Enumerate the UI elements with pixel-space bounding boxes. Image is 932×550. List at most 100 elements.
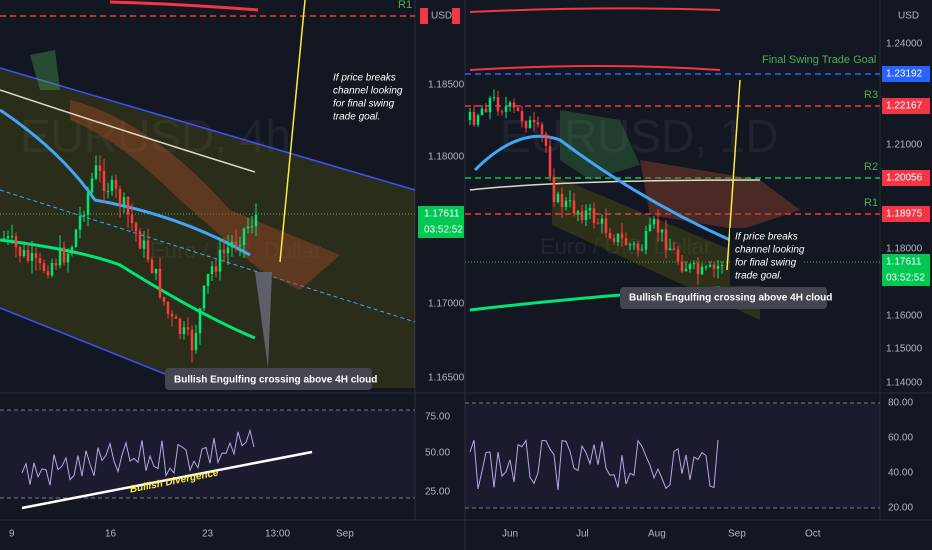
time-tick: Jul	[576, 529, 589, 540]
candle	[572, 200, 576, 214]
channel	[552, 175, 760, 320]
candle	[516, 107, 520, 111]
level-label: R2	[864, 161, 878, 173]
candle	[480, 108, 484, 116]
candle	[214, 266, 218, 272]
price-tick: 1.15000	[886, 344, 923, 355]
candle	[656, 219, 660, 233]
candle	[26, 250, 30, 261]
candle	[78, 216, 82, 230]
candle	[14, 236, 18, 248]
note: trade goal.	[735, 271, 782, 282]
candle	[612, 238, 616, 242]
rsi-tick: 25.00	[425, 487, 450, 498]
candle	[102, 170, 106, 192]
candle	[648, 224, 652, 232]
candle	[496, 97, 500, 112]
candles	[2, 155, 258, 363]
watermark: EURUSD, 4h	[20, 110, 291, 162]
candle	[178, 318, 182, 335]
rsi-tick: 80.00	[888, 398, 913, 409]
left-price-axis: USD 1.18500 1.18000 1.17611 03:52:52 1.1…	[418, 8, 465, 384]
candle	[114, 179, 118, 189]
note: If price breaks	[735, 232, 798, 243]
candle	[50, 263, 54, 276]
rsi-line	[469, 439, 719, 490]
price-tick: 1.18000	[886, 244, 923, 255]
candle	[106, 191, 110, 193]
candle	[616, 233, 620, 242]
candle	[700, 266, 704, 275]
candle	[720, 265, 724, 267]
candle	[692, 263, 696, 265]
candle	[170, 313, 174, 317]
candle	[672, 248, 676, 250]
candle	[210, 266, 214, 275]
candle	[58, 247, 62, 266]
ma-line	[109, 0, 259, 12]
ma-line	[469, 7, 721, 13]
channel-mid	[0, 189, 416, 323]
candle	[98, 165, 102, 171]
candle	[640, 249, 644, 251]
candle	[488, 98, 492, 113]
time-tick: 23	[202, 529, 214, 540]
price-tick: 1.24000	[886, 39, 923, 50]
candle	[608, 232, 612, 239]
rsi-tick: 60.00	[888, 433, 913, 444]
goal-price: 1.23192	[886, 69, 923, 80]
candle	[564, 200, 568, 208]
candle	[234, 241, 238, 246]
level-label: R1	[864, 197, 878, 209]
candle	[246, 226, 250, 229]
candle	[528, 120, 532, 129]
candle	[576, 211, 580, 214]
candle	[46, 271, 50, 276]
candle	[110, 179, 114, 192]
ma-line	[473, 134, 731, 242]
candle	[34, 253, 38, 259]
candle	[202, 285, 206, 309]
candle	[42, 263, 46, 272]
candle	[254, 215, 258, 227]
callout-box	[620, 287, 827, 309]
note-bg	[730, 228, 802, 286]
cloud	[560, 110, 640, 180]
candle	[138, 231, 142, 249]
cloud	[70, 100, 340, 290]
candle	[122, 197, 126, 206]
candle	[146, 240, 150, 260]
goal-label: Final Swing Trade Goal	[762, 54, 876, 66]
candle	[540, 124, 544, 135]
candle	[580, 211, 584, 220]
rsi-tick: 50.00	[425, 448, 450, 459]
candle	[500, 111, 504, 113]
candle	[596, 222, 600, 224]
tag-bg	[428, 8, 452, 24]
countdown: 03:52:52	[424, 225, 463, 236]
candle	[222, 249, 226, 254]
candle	[664, 229, 668, 251]
arrow	[726, 79, 741, 271]
candle	[126, 197, 130, 215]
level-label: R1	[398, 0, 412, 11]
price-tick: 1.17000	[428, 299, 465, 310]
countdown: 03:52:52	[886, 273, 925, 284]
candle	[242, 228, 246, 246]
candle	[250, 226, 254, 228]
time-tick: Aug	[648, 529, 666, 540]
candle	[708, 264, 712, 267]
candle	[174, 316, 178, 319]
ma-line	[0, 108, 251, 257]
candle	[6, 236, 10, 239]
channel-line	[0, 67, 416, 191]
note: for final swing	[735, 258, 797, 269]
tag-bg	[882, 66, 930, 82]
left-time-axis: 9 16 23 13:00 Sep	[9, 529, 354, 540]
price-tick: 1.21000	[886, 140, 923, 151]
candle	[600, 218, 604, 224]
candle	[70, 246, 74, 254]
candle	[194, 333, 198, 351]
candle	[468, 111, 472, 120]
ma-line	[0, 89, 256, 173]
